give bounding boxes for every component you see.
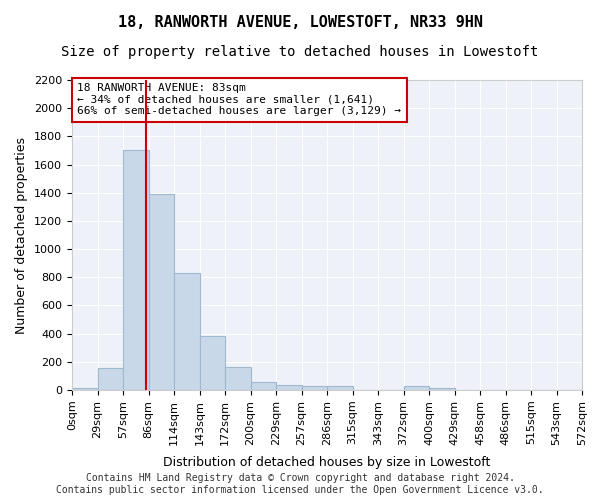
X-axis label: Distribution of detached houses by size in Lowestoft: Distribution of detached houses by size … [163,456,491,469]
Bar [149,194,174,390]
Text: 18, RANWORTH AVENUE, LOWESTOFT, NR33 9HN: 18, RANWORTH AVENUE, LOWESTOFT, NR33 9HN [118,15,482,30]
Text: Contains HM Land Registry data © Crown copyright and database right 2024.
Contai: Contains HM Land Registry data © Crown c… [56,474,544,495]
Bar [251,382,276,390]
Bar [199,336,225,390]
Bar [72,388,97,390]
Bar [302,386,327,390]
Bar [276,385,302,390]
Bar [327,386,353,390]
Bar [174,273,199,390]
Bar [404,386,429,390]
Bar [123,150,149,390]
Bar [225,368,251,390]
Y-axis label: Number of detached properties: Number of detached properties [16,136,28,334]
Text: Size of property relative to detached houses in Lowestoft: Size of property relative to detached ho… [61,45,539,59]
Bar [429,388,455,390]
Text: 18 RANWORTH AVENUE: 83sqm
← 34% of detached houses are smaller (1,641)
66% of se: 18 RANWORTH AVENUE: 83sqm ← 34% of detac… [77,83,401,116]
Bar [97,368,123,390]
